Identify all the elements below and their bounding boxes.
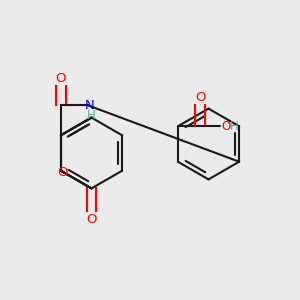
Text: H: H <box>86 109 95 122</box>
Text: O: O <box>57 166 68 179</box>
Text: H: H <box>230 120 239 133</box>
Text: O: O <box>221 120 230 133</box>
Text: O: O <box>56 72 66 85</box>
Text: N: N <box>85 99 94 112</box>
Text: O: O <box>86 213 97 226</box>
Text: O: O <box>195 91 206 104</box>
